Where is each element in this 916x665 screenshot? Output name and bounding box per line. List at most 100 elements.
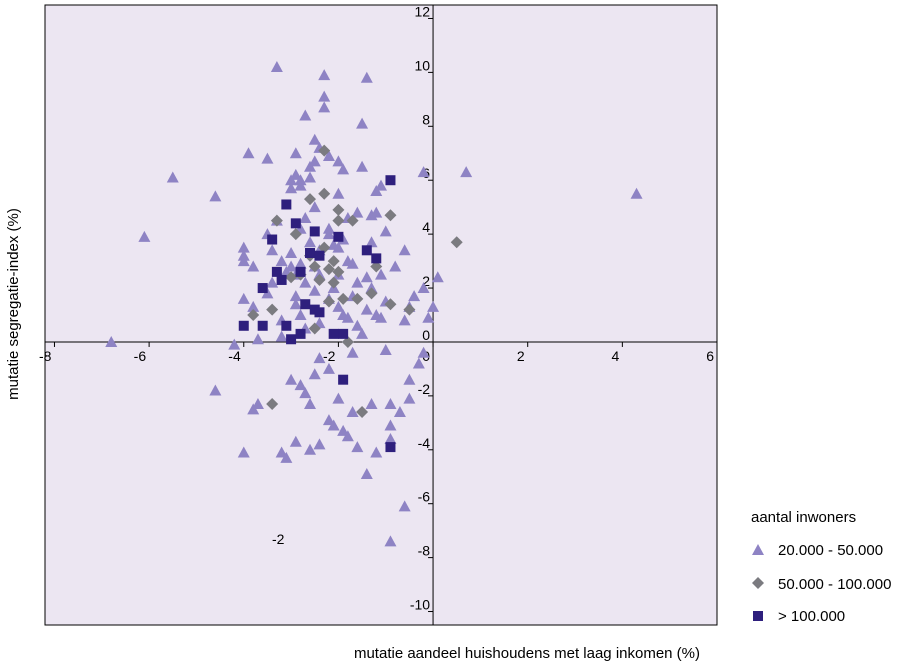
triangle-point (294, 257, 307, 269)
triangle-point (299, 211, 312, 223)
x-tick-label: -8 (39, 348, 52, 364)
triangle-point (370, 206, 383, 218)
triangle-point (242, 147, 255, 159)
diamond-point (346, 214, 359, 227)
y-tick-label: 10 (414, 57, 430, 73)
triangle-point (384, 419, 397, 431)
triangle-point (105, 335, 118, 347)
diamond-point (247, 309, 260, 321)
triangle-point (294, 309, 307, 320)
diamond-point (332, 265, 345, 278)
triangle-point (337, 163, 350, 175)
triangle-point (289, 147, 302, 159)
triangle-point (308, 133, 321, 145)
triangle-point (403, 392, 416, 404)
square-point (328, 328, 339, 339)
triangle-point (332, 241, 345, 253)
triangle-point (209, 190, 222, 202)
triangle-point (322, 228, 335, 240)
triangle-point (285, 247, 298, 258)
triangle-point (308, 155, 321, 167)
square-point (281, 199, 292, 210)
diamond-point (318, 241, 331, 254)
triangle-point (237, 292, 250, 304)
diamond-point (332, 214, 345, 227)
triangle-point (275, 446, 288, 458)
y-tick-label: -8 (418, 543, 431, 559)
triangle-point (289, 290, 302, 302)
triangle-point (270, 61, 283, 72)
square-point (305, 248, 316, 258)
triangle-point (351, 441, 364, 453)
triangle-point (346, 346, 359, 358)
triangle-point (322, 149, 335, 161)
diamond-point (327, 255, 340, 268)
triangle-point (427, 300, 440, 312)
triangle-point (275, 255, 288, 267)
triangle-point (280, 451, 293, 463)
triangle-point (247, 300, 260, 312)
triangle-point (412, 357, 425, 369)
series-diamond (247, 144, 463, 419)
triangle-point (299, 387, 312, 399)
legend-label-medium: 50.000 - 100.000 (778, 576, 891, 593)
triangle-point (289, 168, 302, 180)
triangle-point (299, 276, 312, 288)
y-tick-label: 12 (414, 3, 430, 19)
triangle-point (346, 257, 359, 269)
triangle-point (251, 333, 264, 345)
triangle-point (304, 171, 317, 183)
x-axis-title: mutatie aandeel huishoudens met laag ink… (354, 645, 700, 662)
data-points (105, 61, 643, 547)
triangle-point (308, 201, 321, 213)
diamond-point (322, 295, 335, 308)
triangle-point (237, 241, 250, 253)
square-point (314, 250, 325, 261)
diamond-point (356, 406, 369, 419)
triangle-point (384, 397, 397, 409)
triangle-point (332, 300, 345, 312)
y-axis-title: mutatie segregatie-index (%) (5, 208, 22, 400)
triangle-point (318, 90, 331, 102)
triangle-point (370, 446, 383, 458)
triangle-point (398, 314, 411, 326)
square-point (361, 245, 372, 256)
diamond-point (289, 228, 302, 241)
diamond-point (384, 298, 397, 311)
square-point (300, 299, 311, 310)
triangle-point (285, 260, 298, 272)
triangle-point (346, 406, 359, 418)
triangle-point (417, 166, 430, 178)
triangle-point (422, 311, 435, 323)
triangle-point (313, 438, 326, 450)
square-point (267, 234, 278, 245)
triangle-point (275, 330, 288, 342)
triangle-point (138, 230, 151, 242)
legend: aantal inwoners 20.000 - 50.000 50.000 -… (751, 509, 891, 625)
triangle-point (360, 271, 373, 283)
diamond-point (313, 273, 326, 286)
triangle-point (431, 271, 444, 283)
triangle-point (318, 69, 331, 81)
diamond-point (337, 292, 350, 305)
x-tick-label: -4 (228, 348, 241, 364)
square-point (333, 231, 344, 242)
triangle-point (261, 152, 274, 164)
triangle-point (304, 443, 317, 455)
triangle-point (356, 327, 369, 339)
triangle-point (417, 346, 430, 358)
triangle-point (166, 171, 179, 183)
square-point (385, 442, 396, 453)
square-point (290, 218, 301, 229)
square-point (295, 328, 306, 339)
y-tick-label: -10 (410, 597, 430, 613)
triangle-point (266, 276, 279, 288)
triangle-point (266, 244, 279, 256)
square-point (295, 266, 306, 277)
triangle-point (308, 368, 321, 380)
triangle-point (289, 435, 302, 447)
diamond-point (332, 203, 345, 216)
triangle-point (398, 244, 411, 256)
diamond-point (365, 287, 378, 300)
